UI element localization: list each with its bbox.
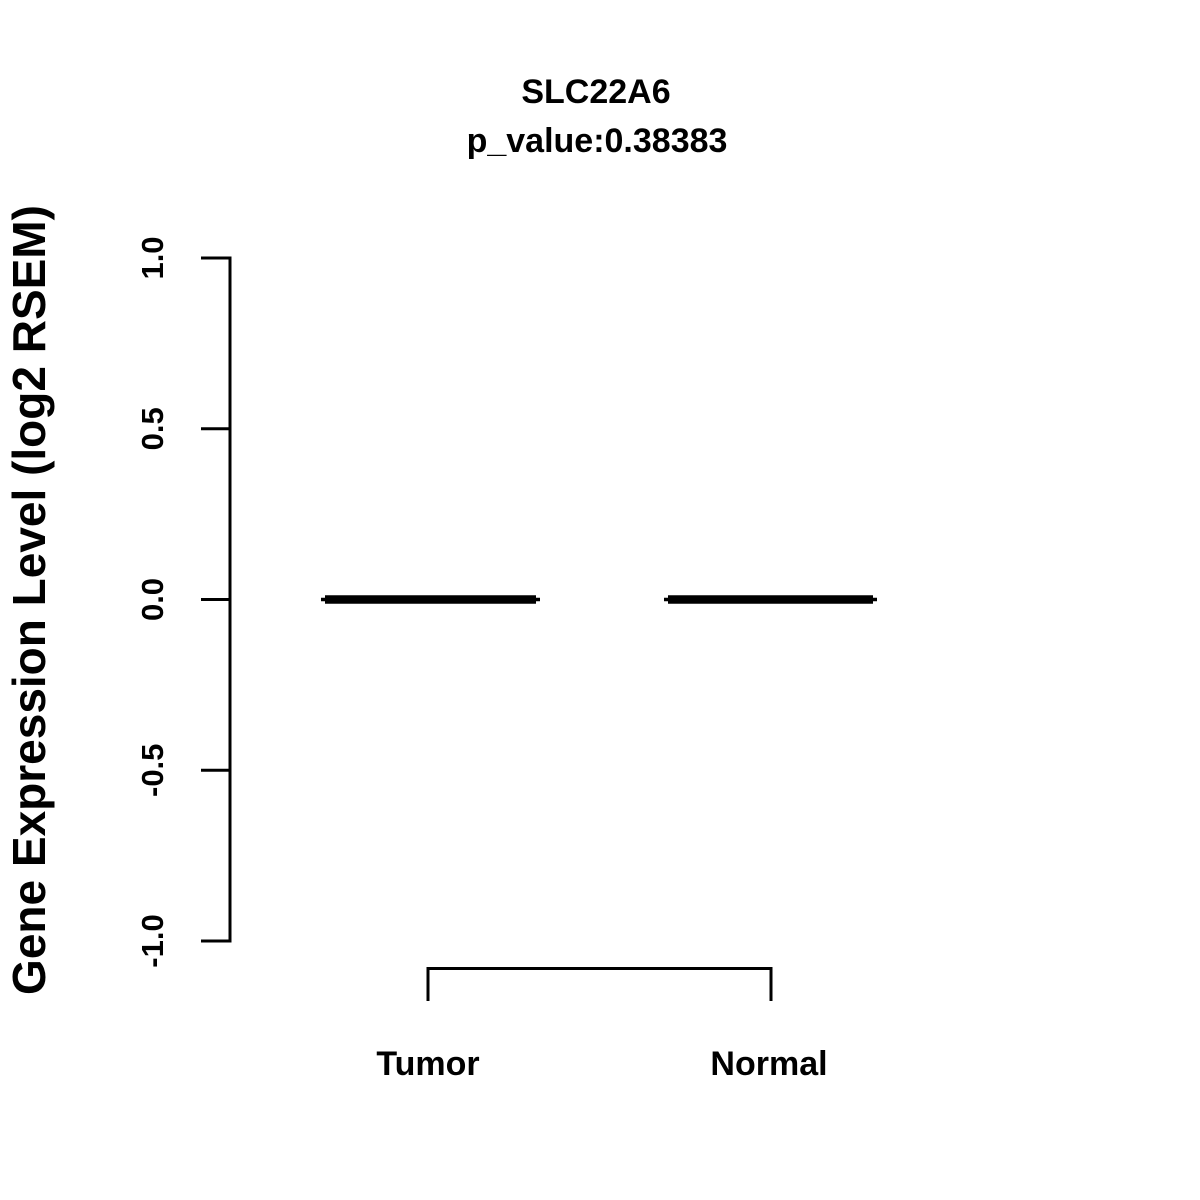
category-label-tumor: Tumor [376,1045,479,1083]
y-tick-label-1_0: 1.0 [135,236,170,279]
y-tick-label-0_5: 0.5 [135,407,170,450]
category-label-normal: Normal [710,1045,827,1083]
y-tick-label-neg0_5: -0.5 [135,744,170,797]
y-tick-label-0_0: 0.0 [135,578,170,621]
y-tick-label-neg1_0: -1.0 [135,914,170,967]
chart-title: SLC22A6 [521,73,670,111]
y-axis-label: Gene Expression Level (log2 RSEM) [3,205,55,995]
chart-subtitle-pvalue: p_value:0.38383 [467,122,728,160]
comparison-bracket [426,967,773,1001]
